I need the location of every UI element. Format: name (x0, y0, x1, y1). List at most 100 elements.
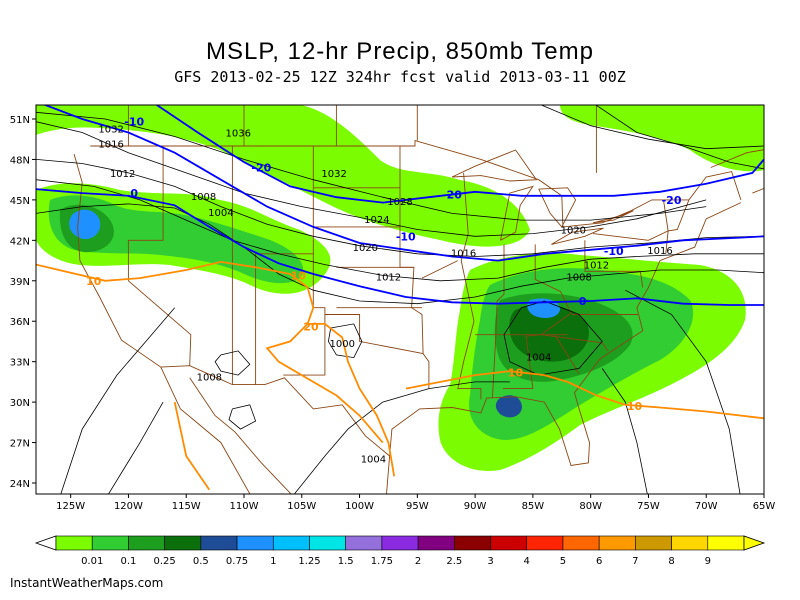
boundary-line (538, 187, 577, 228)
lon-label: 75W (637, 501, 660, 512)
isobar-line (625, 289, 741, 494)
colorbar-swatch (345, 535, 383, 551)
boundary-line (399, 146, 430, 389)
lat-label: 33N (10, 358, 30, 369)
temperature-label: -10 (124, 116, 144, 129)
precip-mid-nw (48, 195, 304, 284)
boundary-line (416, 105, 418, 141)
precip-deep-se (509, 304, 589, 362)
temperature-label: 10 (291, 269, 307, 282)
colorbar-swatch (91, 535, 129, 551)
longitude-labels: 125W 120W 115W 110W 105W 100W 95W 90W 85W 80W 75W 7… (56, 494, 775, 512)
map-frame (35, 104, 765, 495)
temperature-label: 0 (579, 295, 587, 308)
lat-label: 51N (10, 115, 30, 126)
colorbar-label: 1 (270, 556, 276, 567)
isobar-label: 1032 (321, 169, 346, 180)
lon-label: 65W (753, 501, 776, 512)
isobar-line (293, 381, 510, 494)
lon-label: 115W (172, 501, 201, 512)
lat-label: 45N (10, 196, 30, 207)
lon-label: 105W (287, 501, 316, 512)
lon-label: 100W (345, 501, 374, 512)
precip-layer (36, 105, 764, 471)
temperature-label: 20 (303, 321, 319, 334)
boundary-line (502, 244, 572, 390)
isobar-label: 1024 (364, 215, 389, 226)
isobar-label: 1028 (387, 197, 412, 208)
isobar-line (327, 323, 363, 359)
colorbar-label: 0.1 (120, 556, 136, 567)
colorbar-label: 1.75 (371, 556, 393, 567)
colorbar-label: 0.01 (81, 556, 103, 567)
temperature-label: 10 (86, 275, 102, 288)
colorbar-swatch (454, 535, 491, 551)
isobar-label: 1008 (191, 192, 216, 203)
isobar-line (36, 111, 707, 221)
lon-label: 120W (114, 501, 143, 512)
colorbar-label: 0.75 (226, 556, 248, 567)
temperature-label: -10 (396, 230, 416, 243)
colorbar-label: 8 (668, 556, 674, 567)
boundary-line (491, 244, 505, 399)
isotherm-cold (36, 188, 764, 306)
site-credit: InstantWeatherMaps.com (10, 576, 164, 590)
isobar-lines (36, 105, 764, 494)
colorbar-swatch (272, 535, 310, 551)
isobar-line (36, 159, 764, 257)
isobar-line (595, 105, 764, 170)
isobar-label: 1000 (329, 339, 354, 350)
boundary-line (457, 172, 482, 400)
boundary-line (160, 366, 251, 494)
boundary-line (554, 334, 580, 375)
lon-label: 90W (464, 501, 487, 512)
boundary-line (386, 455, 391, 494)
isobar-label: 1008 (197, 372, 222, 383)
boundary-line (324, 314, 424, 355)
isobar-label: 1036 (225, 128, 250, 139)
colorbar-swatch (164, 535, 202, 551)
boundary-line (189, 377, 292, 494)
temperature-label: -20 (251, 162, 271, 175)
colorbar-swatch (707, 535, 745, 551)
isobar-label: 1008 (566, 273, 591, 284)
isobar-label: 1020 (353, 243, 378, 254)
boundary-line (451, 149, 538, 182)
isotherm-warm (307, 323, 396, 477)
boundary-line (127, 146, 192, 366)
lat-label: 39N (10, 277, 30, 288)
isobar-line (540, 105, 764, 150)
colorbar-swatch (309, 535, 346, 551)
lon-label: 125W (56, 501, 85, 512)
precip-area-canada (36, 105, 530, 247)
isotherm-cold (42, 105, 764, 262)
temperature-label: 0 (130, 187, 138, 200)
temperature-label: -10 (604, 245, 624, 258)
lon-label: 80W (579, 501, 602, 512)
colorbar-swatch (526, 535, 564, 551)
colorbar-label: 9 (705, 556, 711, 567)
boundary-line (592, 199, 669, 241)
temperature-label: 10 (627, 400, 643, 413)
lon-label: 85W (522, 501, 545, 512)
colorbar-arrow-low (34, 535, 57, 551)
isotherm-cold (155, 105, 764, 204)
colorbar-swatch (381, 535, 419, 551)
boundary-line (90, 140, 742, 228)
precip-blue-south (495, 395, 522, 418)
colorbar-swatch (635, 535, 672, 551)
isobar-label: 1032 (98, 124, 123, 135)
colorbar-swatch (598, 535, 636, 551)
isobar-label: 1012 (110, 169, 135, 180)
lat-label: 24N (10, 479, 30, 490)
isotherm-warm (265, 287, 384, 444)
colorbar-label: 2 (415, 556, 421, 567)
isobar-label: 1012 (584, 261, 609, 272)
isobar-label: 1004 (361, 455, 386, 466)
isobar-line (108, 401, 164, 494)
isobar-label: 1016 (451, 248, 476, 259)
isobar-label: 1016 (98, 139, 123, 150)
